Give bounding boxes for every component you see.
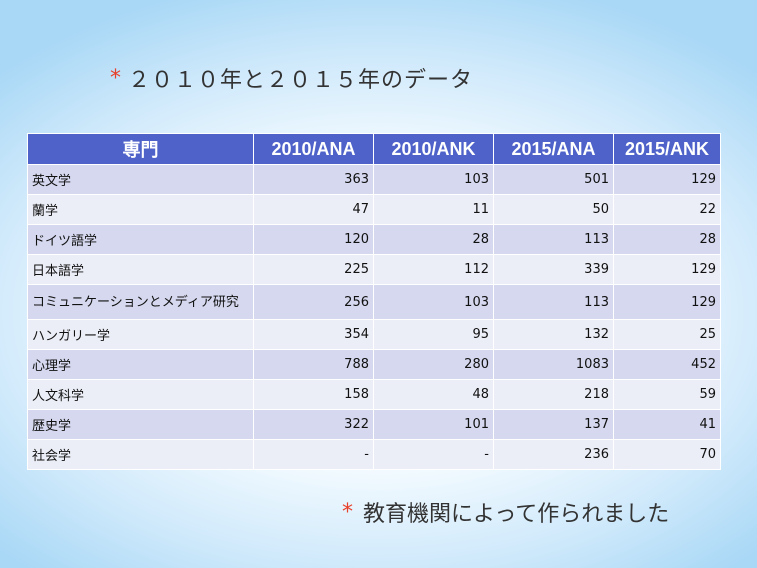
cell-value: 112: [373, 254, 494, 285]
cell-value: 48: [373, 379, 494, 410]
slide-title-text: ２０１０年と２０１５年のデータ: [128, 68, 474, 93]
footnote-text: 教育機関によって作られました: [363, 502, 670, 527]
header-2010-ank: 2010/ANK: [373, 133, 494, 165]
cell-value: 158: [253, 379, 374, 410]
cell-value: 95: [373, 319, 494, 350]
cell-value: 225: [253, 254, 374, 285]
table-row: 人文科学 158 48 218 59: [27, 379, 721, 410]
cell-value: -: [373, 439, 494, 470]
cell-value: 120: [253, 224, 374, 255]
cell-value: 103: [373, 284, 494, 320]
cell-value: 70: [613, 439, 721, 470]
cell-value: 28: [613, 224, 721, 255]
cell-value: 113: [493, 224, 614, 255]
cell-value: 103: [373, 164, 494, 195]
cell-value: 322: [253, 409, 374, 440]
cell-value: 22: [613, 194, 721, 225]
cell-value: 363: [253, 164, 374, 195]
table-row: ドイツ語学 120 28 113 28: [27, 224, 721, 255]
cell-value: 25: [613, 319, 721, 350]
cell-value: -: [253, 439, 374, 470]
cell-value: 339: [493, 254, 614, 285]
cell-value: 501: [493, 164, 614, 195]
cell-specialty: 歴史学: [27, 409, 254, 440]
header-specialty: 専門: [27, 133, 254, 165]
header-2010-ana: 2010/ANA: [253, 133, 374, 165]
table-header-row: 専門 2010/ANA 2010/ANK 2015/ANA 2015/ANK: [27, 133, 721, 165]
cell-value: 788: [253, 349, 374, 380]
data-table: 専門 2010/ANA 2010/ANK 2015/ANA 2015/ANK 英…: [27, 133, 721, 470]
cell-value: 11: [373, 194, 494, 225]
table-row: ハンガリー学 354 95 132 25: [27, 319, 721, 350]
cell-value: 218: [493, 379, 614, 410]
cell-value: 113: [493, 284, 614, 320]
cell-value: 137: [493, 409, 614, 440]
footnote: * 教育機関によって作られました: [342, 496, 669, 528]
cell-value: 28: [373, 224, 494, 255]
table-row: 歴史学 322 101 137 41: [27, 409, 721, 440]
table-row: コミュニケーションとメディア研究 256 103 113 129: [27, 284, 721, 320]
cell-specialty: 日本語学: [27, 254, 254, 285]
cell-value: 101: [373, 409, 494, 440]
cell-value: 1083: [493, 349, 614, 380]
cell-value: 129: [613, 164, 721, 195]
title-bullet-icon: *: [110, 65, 122, 91]
table-row: 日本語学 225 112 339 129: [27, 254, 721, 285]
table-row: 英文学 363 103 501 129: [27, 164, 721, 195]
cell-value: 41: [613, 409, 721, 440]
table-row: 心理学 788 280 1083 452: [27, 349, 721, 380]
cell-specialty: 人文科学: [27, 379, 254, 410]
table-row: 蘭学 47 11 50 22: [27, 194, 721, 225]
header-2015-ank: 2015/ANK: [613, 133, 721, 165]
cell-specialty: ハンガリー学: [27, 319, 254, 350]
cell-value: 129: [613, 284, 721, 320]
footnote-bullet-icon: *: [342, 499, 353, 525]
cell-value: 256: [253, 284, 374, 320]
cell-value: 47: [253, 194, 374, 225]
cell-specialty: 心理学: [27, 349, 254, 380]
cell-value: 50: [493, 194, 614, 225]
cell-value: 280: [373, 349, 494, 380]
slide-title: * ２０１０年と２０１５年のデータ: [110, 62, 473, 94]
cell-value: 59: [613, 379, 721, 410]
cell-value: 354: [253, 319, 374, 350]
cell-specialty: ドイツ語学: [27, 224, 254, 255]
cell-value: 452: [613, 349, 721, 380]
cell-value: 132: [493, 319, 614, 350]
cell-specialty: コミュニケーションとメディア研究: [27, 284, 254, 320]
table-row: 社会学 - - 236 70: [27, 439, 721, 470]
cell-specialty: 蘭学: [27, 194, 254, 225]
cell-specialty: 社会学: [27, 439, 254, 470]
cell-value: 236: [493, 439, 614, 470]
cell-value: 129: [613, 254, 721, 285]
cell-specialty: 英文学: [27, 164, 254, 195]
header-2015-ana: 2015/ANA: [493, 133, 614, 165]
